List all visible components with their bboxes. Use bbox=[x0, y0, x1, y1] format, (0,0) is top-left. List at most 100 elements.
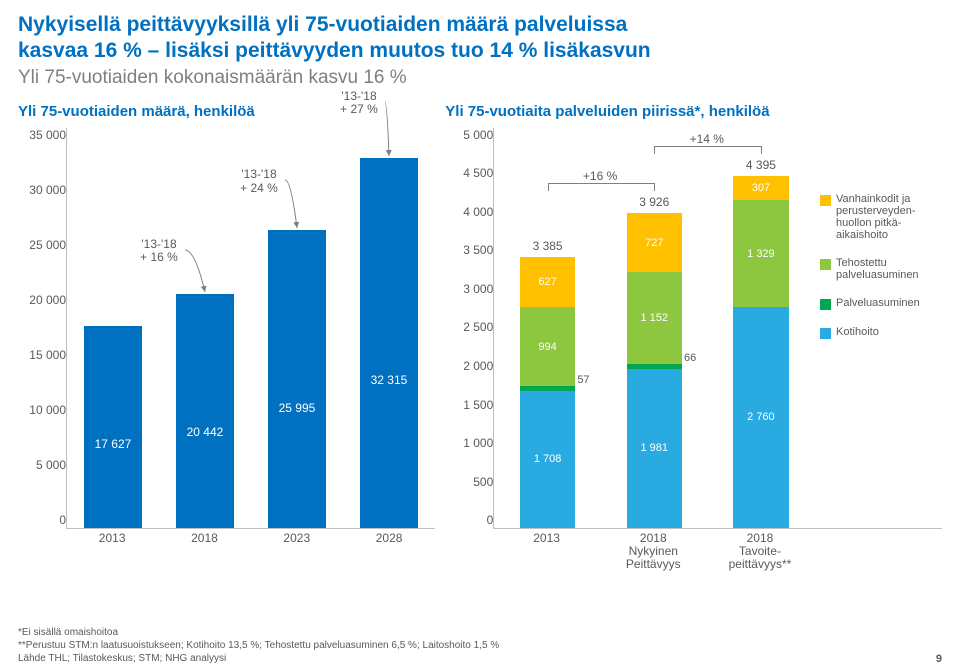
bar: 20 442 bbox=[176, 294, 233, 528]
bar: 32 315 bbox=[360, 158, 417, 527]
segment-label: 1 152 bbox=[627, 312, 682, 324]
y-tick: 4 500 bbox=[463, 166, 493, 180]
left-plot: 17 62720 44225 99532 315'13-'18+ 16 %'13… bbox=[66, 128, 435, 529]
stacked-segment: 1 152 bbox=[627, 272, 682, 364]
bar-value-label: 17 627 bbox=[84, 437, 141, 451]
legend-item: Kotihoito bbox=[820, 326, 938, 339]
pct-change-label: +14 % bbox=[690, 132, 724, 146]
legend-label: Kotihoito bbox=[836, 326, 879, 338]
total-label: 3 385 bbox=[520, 239, 575, 253]
legend-label: Palveluasuminen bbox=[836, 297, 920, 309]
right-x-axis: 20132018NykyinenPeittävyys2018Tavoite-pe… bbox=[493, 528, 813, 572]
title-line1: Nykyisellä peittävyyksillä yli 75-vuotia… bbox=[18, 12, 942, 38]
right-chart-title: Yli 75-vuotiaita palveluiden piirissä*, … bbox=[445, 103, 942, 120]
legend-swatch bbox=[820, 259, 831, 270]
legend-item: Tehostettu palveluasuminen bbox=[820, 257, 938, 281]
left-chart: Yli 75-vuotiaiden määrä, henkilöä 35 000… bbox=[18, 103, 435, 572]
segment-label: 1 708 bbox=[520, 453, 575, 465]
left-x-axis: 2013201820232028 bbox=[66, 528, 435, 545]
bracket-tick bbox=[548, 183, 549, 191]
y-tick: 2 500 bbox=[463, 320, 493, 334]
y-tick: 2 000 bbox=[463, 359, 493, 373]
stacked-segment: 627 bbox=[520, 257, 575, 307]
y-tick: 1 000 bbox=[463, 436, 493, 450]
segment-label: 1 329 bbox=[733, 248, 788, 260]
stacked-segment: 1 329 bbox=[733, 200, 788, 306]
footnotes: *Ei sisällä omaishoitoa**Perustuu STM:n … bbox=[18, 626, 499, 665]
legend-item: Vanhainkodit ja perusterveyden-huollon p… bbox=[820, 193, 938, 241]
total-label: 3 926 bbox=[627, 195, 682, 209]
y-tick: 0 bbox=[487, 513, 494, 527]
bar-value-label: 32 315 bbox=[360, 373, 417, 387]
y-tick: 30 000 bbox=[29, 183, 66, 197]
bar: 17 627 bbox=[84, 326, 141, 527]
x-label: 2018Tavoite-peittävyys** bbox=[707, 528, 814, 572]
x-label: 2023 bbox=[251, 528, 343, 545]
callout-arrow bbox=[179, 244, 211, 298]
y-tick: 3 500 bbox=[463, 243, 493, 257]
footnote-line: Lähde THL; Tilastokeskus; STM; NHG analy… bbox=[18, 652, 499, 665]
x-label: 2018NykyinenPeittävyys bbox=[600, 528, 707, 572]
x-label: 2013 bbox=[66, 528, 158, 545]
right-chart: Yli 75-vuotiaita palveluiden piirissä*, … bbox=[445, 103, 942, 572]
y-tick: 5 000 bbox=[36, 458, 66, 472]
bracket-tick bbox=[654, 146, 655, 154]
y-tick: 25 000 bbox=[29, 238, 66, 252]
charts-row: Yli 75-vuotiaiden määrä, henkilöä 35 000… bbox=[18, 103, 942, 572]
y-tick: 0 bbox=[59, 513, 66, 527]
stacked-segment: 2 760 bbox=[733, 307, 788, 528]
stacked-segment: 57 bbox=[520, 386, 575, 391]
total-label: 4 395 bbox=[733, 158, 788, 172]
y-tick: 1 500 bbox=[463, 398, 493, 412]
stacked-segment: 994 bbox=[520, 307, 575, 387]
stacked-segment: 727 bbox=[627, 213, 682, 271]
legend-swatch bbox=[820, 195, 831, 206]
y-tick: 4 000 bbox=[463, 205, 493, 219]
slide: Nykyisellä peittävyyksillä yli 75-vuotia… bbox=[0, 0, 960, 671]
right-y-axis: 5 000 4 500 4 000 3 500 3 000 2 500 2 000 1 500… bbox=[445, 128, 493, 528]
subtitle: Yli 75-vuotiaiden kokonaismäärän kasvu 1… bbox=[18, 67, 942, 89]
segment-label: 727 bbox=[627, 237, 682, 249]
callout-arrow bbox=[379, 96, 395, 162]
y-tick: 20 000 bbox=[29, 293, 66, 307]
legend-swatch bbox=[820, 299, 831, 310]
x-label: 2028 bbox=[343, 528, 435, 545]
footnote-line: **Perustuu STM:n laatusuoistukseen; Koti… bbox=[18, 639, 499, 652]
legend-label: Tehostettu palveluasuminen bbox=[836, 257, 938, 281]
segment-label: 994 bbox=[520, 341, 575, 353]
segment-label: 307 bbox=[733, 182, 788, 194]
bar: 25 995 bbox=[268, 230, 325, 527]
bracket-line bbox=[654, 146, 761, 147]
stacked-segment: 1 981 bbox=[627, 369, 682, 527]
y-tick: 5 000 bbox=[463, 128, 493, 142]
footnote-line: *Ei sisällä omaishoitoa bbox=[18, 626, 499, 639]
left-y-axis: 35 000 30 000 25 000 20 000 15 000 10 000 5 00… bbox=[18, 128, 66, 528]
x-label: 2018 bbox=[158, 528, 250, 545]
y-tick: 35 000 bbox=[29, 128, 66, 142]
y-tick: 3 000 bbox=[463, 282, 493, 296]
left-chart-area: 35 000 30 000 25 000 20 000 15 000 10 000 5 00… bbox=[18, 128, 435, 528]
pct-change-label: +16 % bbox=[583, 169, 617, 183]
legend-swatch bbox=[820, 328, 831, 339]
segment-label: 1 981 bbox=[627, 442, 682, 454]
segment-label: 66 bbox=[684, 352, 724, 364]
bracket-tick bbox=[654, 183, 655, 191]
y-tick: 15 000 bbox=[29, 348, 66, 362]
title-line2: kasvaa 16 % – lisäksi peittävyyden muuto… bbox=[18, 38, 942, 64]
stacked-segment: 307 bbox=[733, 176, 788, 201]
segment-label: 627 bbox=[520, 276, 575, 288]
y-tick: 10 000 bbox=[29, 403, 66, 417]
page-number: 9 bbox=[936, 653, 942, 665]
legend-item: Palveluasuminen bbox=[820, 297, 938, 310]
bracket-line bbox=[548, 183, 655, 184]
bar-value-label: 25 995 bbox=[268, 401, 325, 415]
bar-value-label: 20 442 bbox=[176, 425, 233, 439]
legend: Vanhainkodit ja perusterveyden-huollon p… bbox=[820, 193, 938, 355]
y-tick: 500 bbox=[473, 475, 493, 489]
segment-label: 2 760 bbox=[733, 411, 788, 423]
segment-label: 57 bbox=[577, 374, 617, 386]
legend-label: Vanhainkodit ja perusterveyden-huollon p… bbox=[836, 193, 938, 241]
callout-arrow bbox=[279, 174, 303, 234]
stacked-segment: 66 bbox=[627, 364, 682, 369]
x-label: 2013 bbox=[493, 528, 600, 572]
